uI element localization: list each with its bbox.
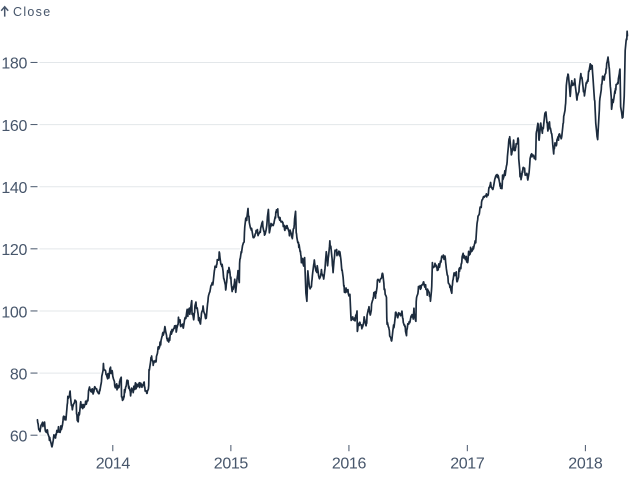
svg-text:2015: 2015 [214,456,249,473]
svg-text:Close: Close [13,5,51,19]
svg-text:120: 120 [1,242,27,259]
svg-text:140: 140 [1,180,27,197]
svg-text:180: 180 [1,56,27,73]
svg-text:160: 160 [1,118,27,135]
svg-text:80: 80 [10,366,28,383]
svg-text:2016: 2016 [332,456,367,473]
svg-text:100: 100 [1,304,27,321]
svg-text:2018: 2018 [568,456,603,473]
svg-text:60: 60 [10,429,28,446]
svg-text:2017: 2017 [450,456,485,473]
svg-text:2014: 2014 [96,456,131,473]
